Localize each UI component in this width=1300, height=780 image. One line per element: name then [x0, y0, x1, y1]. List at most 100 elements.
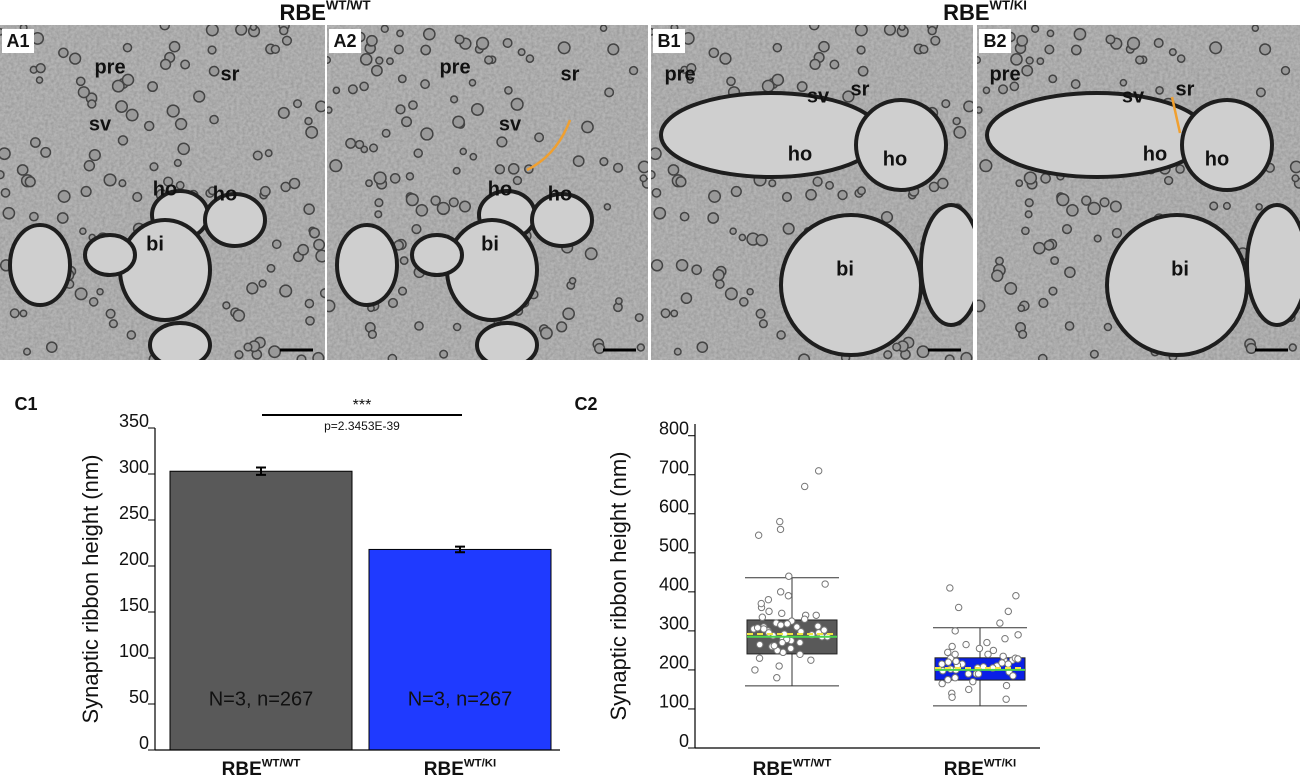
vesicle [381, 128, 391, 138]
data-point [946, 584, 954, 592]
data-point [962, 640, 970, 649]
data-point [1002, 681, 1011, 690]
vesicle [303, 203, 315, 215]
vesicle [738, 233, 747, 242]
vesicle [680, 292, 693, 305]
vesicle [614, 297, 623, 305]
vesicle [761, 79, 775, 93]
vesicle [977, 106, 983, 114]
vesicle [755, 233, 769, 247]
data-point [944, 675, 952, 684]
vesicle [1043, 239, 1055, 251]
vesicle [1087, 201, 1101, 216]
vesicle [1073, 27, 1087, 41]
vesicle [449, 95, 459, 104]
em-annotation: bi [481, 233, 499, 255]
y-tick-label: 100 [119, 641, 149, 661]
data-point [814, 467, 823, 475]
data-point [821, 580, 829, 588]
vesicle [953, 125, 967, 139]
vesicle [1032, 241, 1046, 255]
vesicle [234, 350, 244, 360]
significance-stars: *** [353, 397, 372, 414]
vesicle [1030, 25, 1040, 33]
vesicle [730, 185, 742, 198]
vesicle [175, 180, 185, 190]
vesicle [651, 147, 662, 161]
vesicle [517, 48, 526, 57]
data-point [996, 619, 1004, 627]
vesicle [401, 116, 413, 128]
vesicle [808, 25, 820, 31]
membrane [475, 321, 539, 360]
vesicle [502, 37, 513, 49]
vesicle [651, 187, 662, 198]
vesicle [724, 287, 738, 301]
vesicle [1046, 29, 1055, 38]
data-point [776, 588, 785, 596]
data-point [983, 638, 991, 647]
vesicle [79, 227, 87, 236]
x-tick-label: RBEWT/WT [753, 757, 832, 780]
data-point [951, 674, 959, 682]
vesicle [667, 164, 680, 176]
membrane [1180, 98, 1274, 192]
data-point [1014, 631, 1022, 639]
vesicle [405, 193, 419, 207]
vesicle [1021, 226, 1030, 236]
data-point [787, 644, 795, 653]
vesicle [271, 239, 282, 250]
data-point [755, 654, 764, 662]
vesicle [277, 106, 290, 119]
vesicle [507, 163, 520, 175]
vesicle [366, 34, 378, 47]
vesicle [74, 287, 88, 301]
data-point [754, 531, 763, 539]
em-annotation: ho [213, 183, 237, 205]
data-point [778, 638, 786, 647]
em-annotation: sr [221, 63, 240, 85]
vesicle [168, 40, 181, 53]
vesicle [593, 342, 606, 355]
vesicle [1015, 179, 1024, 188]
bar-annotation: N=3, n=267 [209, 688, 314, 710]
vesicle [919, 44, 929, 55]
em-annotation: sv [807, 85, 830, 107]
vesicle [122, 42, 133, 53]
y-tick-label: 0 [679, 731, 689, 751]
vesicle [1070, 79, 1081, 90]
panel-label-box [653, 29, 685, 53]
vesicle [540, 326, 553, 340]
panel-label: B1 [657, 31, 680, 51]
vesicle [111, 79, 125, 93]
em-annotation: pre [664, 63, 695, 85]
group-title: RBEWT/KI [943, 0, 1027, 25]
panel-label-box [979, 29, 1011, 53]
vesicle [458, 200, 472, 213]
vesicle [359, 53, 373, 66]
data-point [800, 615, 809, 623]
vesicle [0, 187, 11, 198]
vesicle [159, 58, 172, 71]
panel-label-box [2, 29, 34, 53]
vesicle [205, 25, 219, 37]
em-annotation: sr [1176, 78, 1195, 100]
vesicle [854, 25, 868, 37]
data-point [969, 677, 977, 686]
vesicle [117, 135, 129, 146]
vesicle [235, 25, 248, 36]
error-bar [455, 545, 465, 554]
data-point [800, 482, 809, 491]
data-point [777, 621, 785, 629]
vesicle [829, 59, 840, 70]
vesicle [305, 315, 315, 326]
vesicle [1289, 160, 1300, 174]
vesicle [1024, 210, 1033, 219]
vesicle [979, 159, 993, 173]
vesicle [772, 42, 783, 53]
y-tick-label: 150 [119, 595, 149, 615]
vesicle [603, 203, 612, 211]
panel-label: C2 [574, 394, 597, 414]
vesicle [696, 341, 709, 353]
